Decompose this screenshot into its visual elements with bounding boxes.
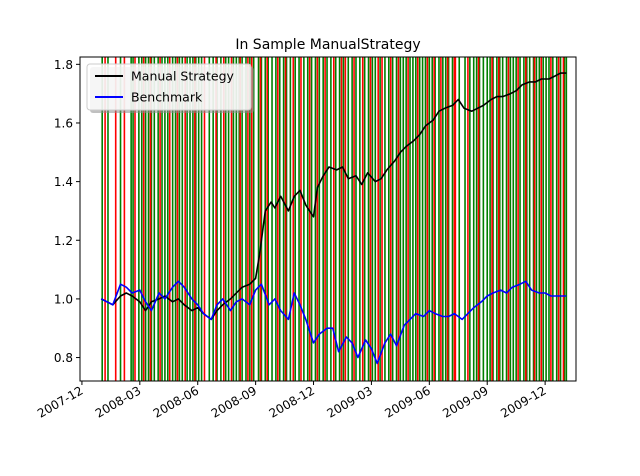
y-tick-label: 1.0 [54,292,73,306]
plot-frame [79,56,577,382]
legend: Manual Strategy Benchmark [86,63,254,113]
legend-label-benchmark: Benchmark [131,90,203,105]
y-tick-label: 1.8 [54,58,73,72]
y-tick-label: 1.4 [54,175,73,189]
y-tick-label: 1.2 [54,234,73,248]
chart-title: In Sample ManualStrategy [235,37,420,53]
signal-lines [101,57,568,381]
legend-box [86,63,252,111]
series-lines [100,72,567,365]
benchmark-line [100,280,567,365]
legend-label-manual: Manual Strategy [131,69,235,84]
y-axis: 0.8 1.0 1.2 1.4 1.6 1.8 [54,58,80,365]
y-tick-label: 1.6 [54,116,73,130]
y-tick-label: 0.8 [54,351,73,365]
manual-strategy-line [100,72,567,321]
